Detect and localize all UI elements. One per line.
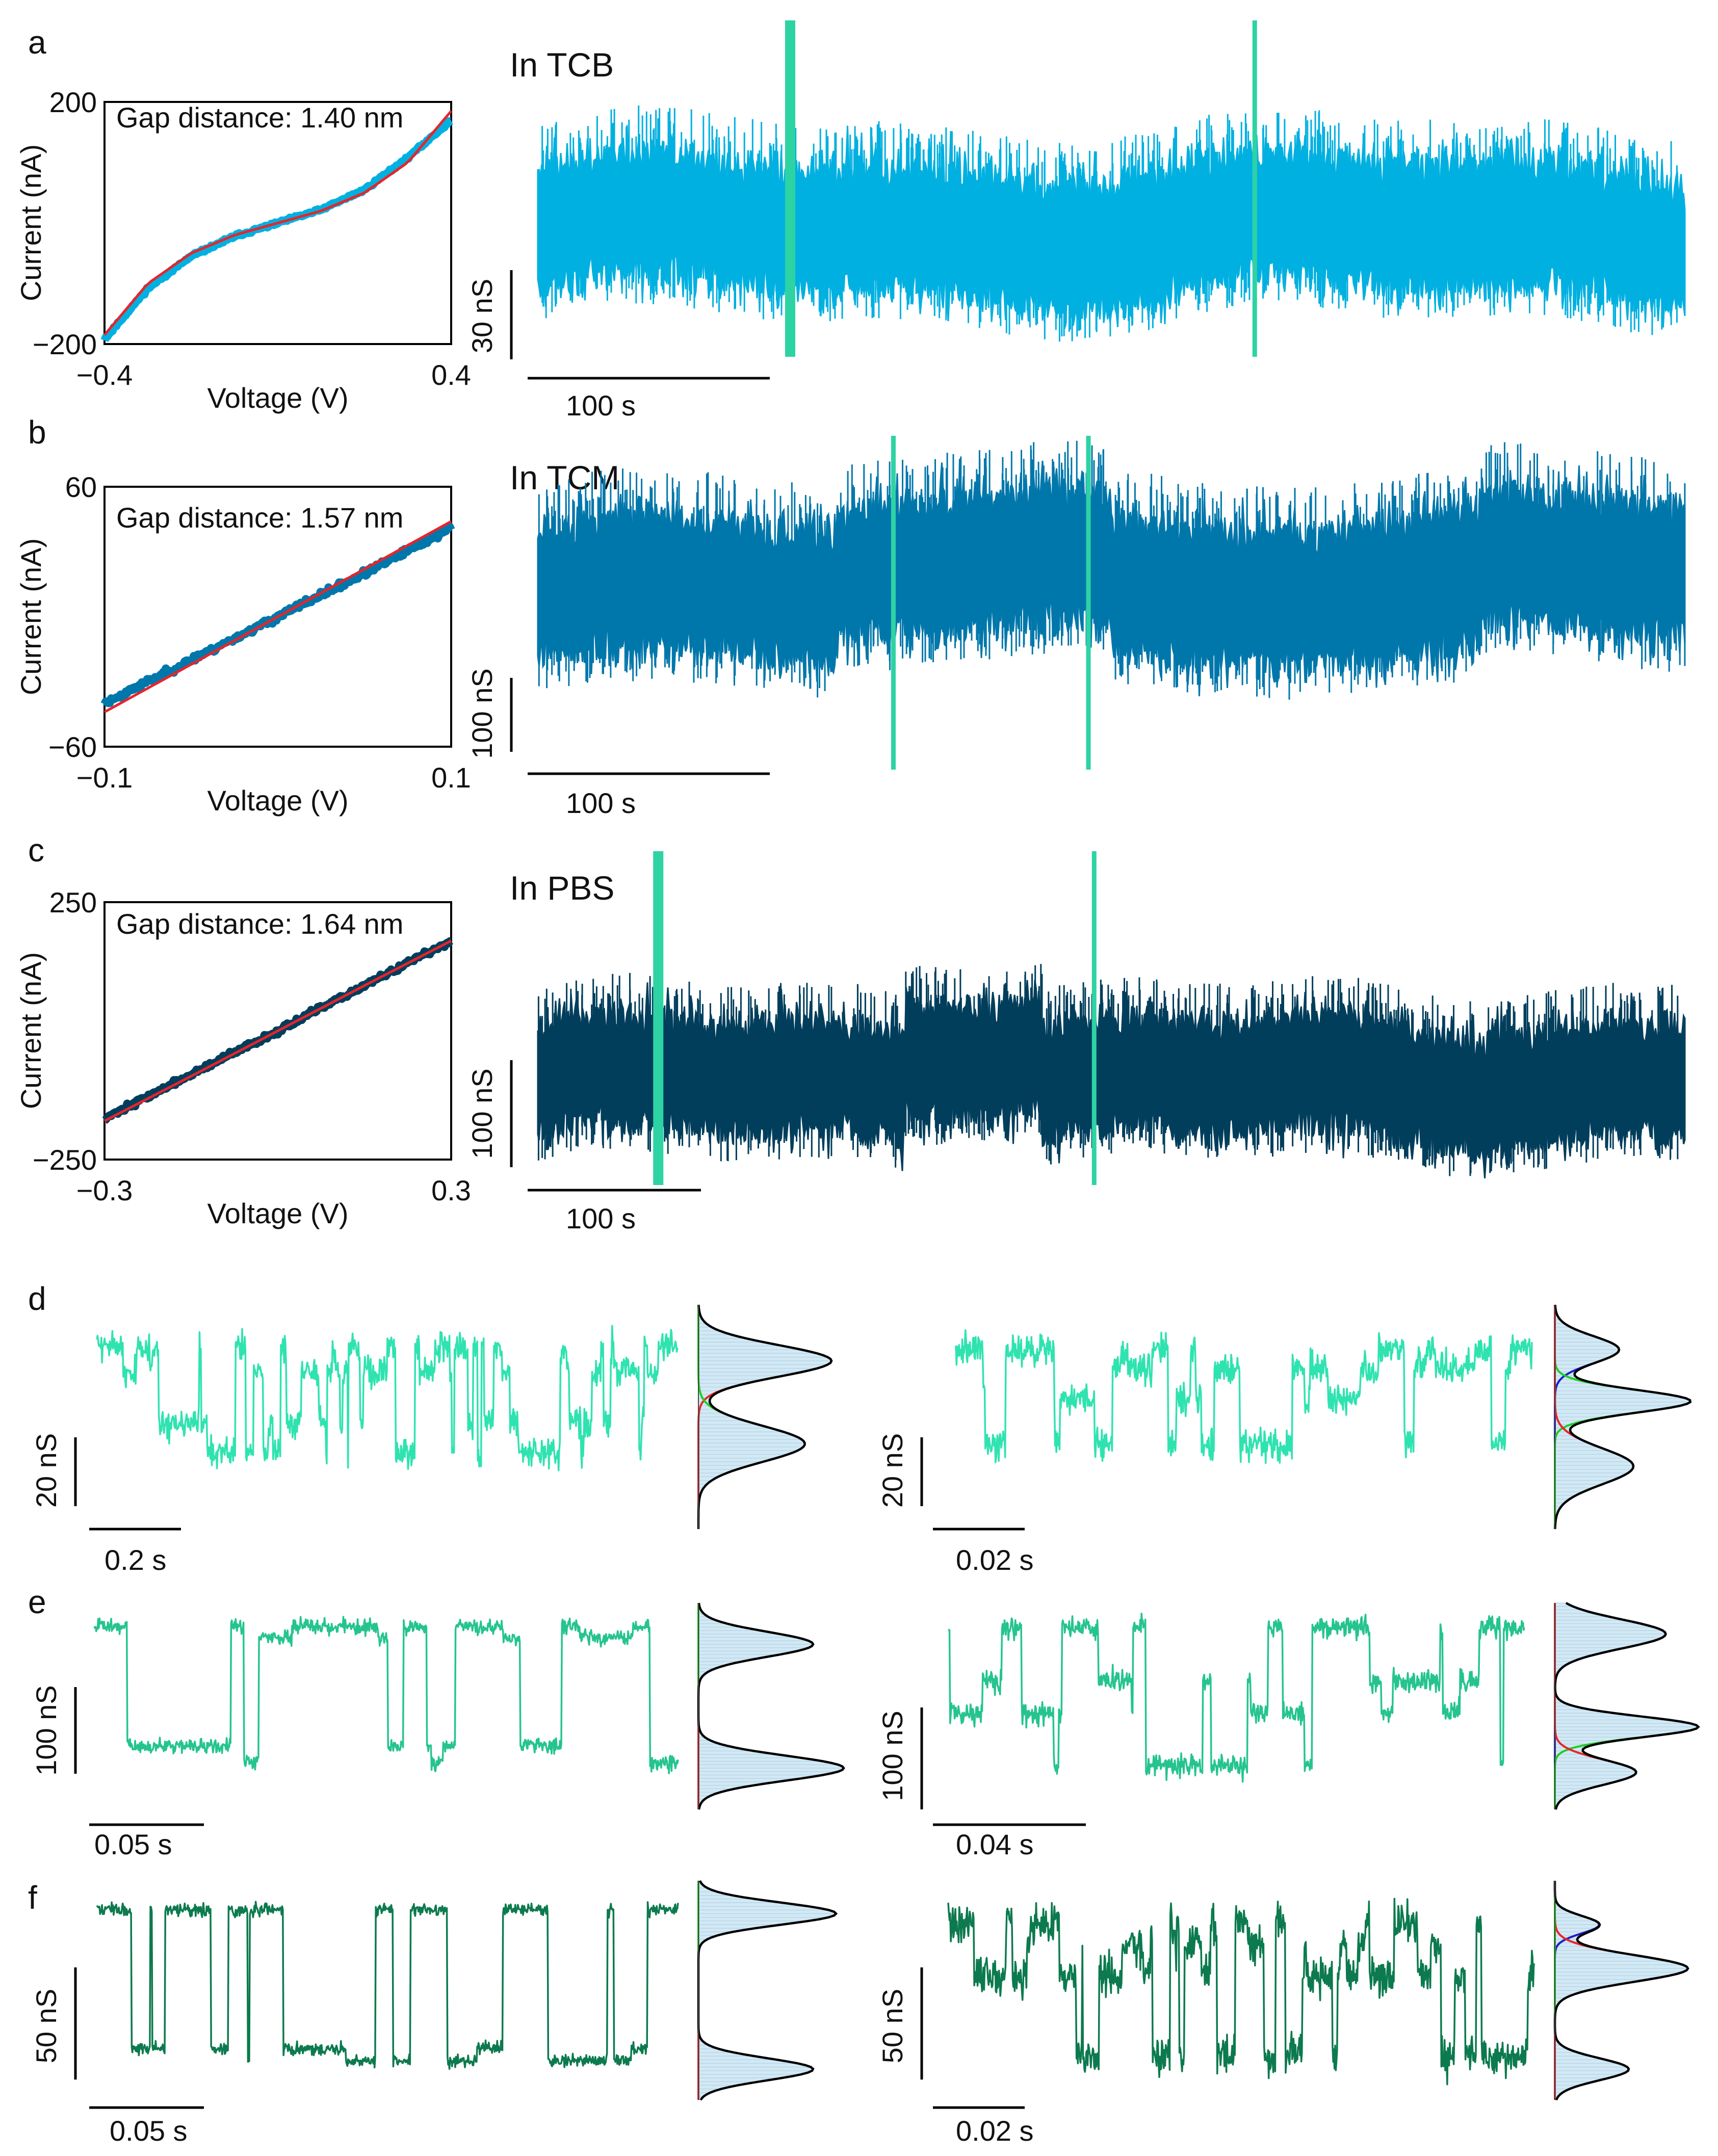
- xlabel-a: Voltage (V): [207, 382, 348, 414]
- subplot-f-right: [920, 1881, 1689, 2109]
- subplot-e-left: [74, 1602, 845, 1826]
- trace-c: [537, 851, 1686, 1185]
- telegraph-trace: [93, 1616, 679, 1775]
- subplot-e-right: [920, 1602, 1700, 1826]
- hscale-label-f-right: 0.02 s: [956, 2115, 1034, 2147]
- vscale-label-c: 100 nS: [466, 1068, 498, 1159]
- telegraph-trace: [96, 1325, 679, 1471]
- ylabel-b: Current (nA): [15, 538, 47, 695]
- panel-f: f 50 nS 0.05 s 50 nS 0.02 s: [28, 1879, 1689, 2147]
- iv-series-measured: [100, 117, 454, 343]
- iv-frame-a: [103, 101, 452, 345]
- vscale-label-e-left: 100 nS: [30, 1685, 62, 1776]
- vscale-label-d-right: 20 nS: [876, 1433, 908, 1508]
- ytick-bottom-b: −60: [48, 731, 97, 763]
- vscale-label-f-left: 50 nS: [30, 1989, 62, 2063]
- vscale-label-b: 100 nS: [466, 668, 498, 759]
- iv-plot-a: Gap distance: 1.40 nm 200 −200 −0.4 0.4 …: [15, 86, 471, 414]
- trace-title-c: In PBS: [510, 869, 614, 907]
- panel-e: e 100 nS 0.05 s 100 nS 0.04 s: [28, 1584, 1700, 1860]
- iv-frame-c: [103, 901, 452, 1161]
- iv-series-fit: [103, 110, 452, 336]
- histogram-total-fit: [1554, 1602, 1700, 1810]
- ytick-bottom-c: −250: [33, 1144, 97, 1176]
- ytick-top-a: 200: [49, 86, 97, 118]
- hscale-label-e-left: 0.05 s: [94, 1828, 172, 1860]
- xtick-right-b: 0.1: [431, 761, 471, 794]
- panel-letter-f: f: [28, 1879, 37, 1916]
- xlabel-c: Voltage (V): [207, 1197, 348, 1229]
- histogram-bins: [698, 1304, 831, 1515]
- panel-b: b Gap distance: 1.57 nm 60 −60 −0.1 0.1 …: [15, 414, 1686, 819]
- trace-title-a: In TCB: [510, 46, 614, 84]
- gap-label-a: Gap distance: 1.40 nm: [116, 101, 403, 134]
- panel-letter-c: c: [28, 832, 44, 869]
- histogram-total-fit: [1554, 1304, 1692, 1530]
- xtick-right-a: 0.4: [431, 359, 471, 391]
- hscale-label-a: 100 s: [566, 389, 636, 422]
- xtick-left-b: −0.1: [76, 761, 133, 794]
- histogram-bins: [698, 1602, 844, 1810]
- vscale-label-d-left: 20 nS: [30, 1433, 62, 1508]
- ytick-bottom-a: −200: [33, 328, 97, 360]
- trace-b: [537, 436, 1686, 770]
- hscale-label-d-right: 0.02 s: [956, 1544, 1034, 1576]
- ylabel-a: Current (nA): [15, 144, 47, 301]
- vscale-label-e-right: 100 nS: [876, 1711, 908, 1801]
- xtick-right-c: 0.3: [431, 1174, 471, 1206]
- trace-spikes: [537, 964, 1679, 1176]
- xtick-left-c: −0.3: [76, 1174, 133, 1206]
- trace-spikes: [541, 106, 1678, 342]
- subplot-d-right: [920, 1304, 1692, 1531]
- vscale-label-f-right: 50 nS: [876, 1989, 908, 2063]
- gap-label-b: Gap distance: 1.57 nm: [116, 502, 403, 534]
- histogram-bins: [698, 1880, 836, 2100]
- telegraph-trace: [96, 1901, 679, 2070]
- gap-label-c: Gap distance: 1.64 nm: [116, 908, 403, 940]
- iv-frame-b: [103, 486, 452, 748]
- iv-series-fit: [103, 939, 452, 1122]
- panel-letter-b: b: [28, 414, 46, 451]
- panel-a: a Gap distance: 1.40 nm 200 −200 −0.4 0.…: [15, 20, 1686, 422]
- panel-letter-e: e: [28, 1584, 46, 1620]
- panel-letter-d: d: [28, 1280, 46, 1317]
- panel-d: d 20 nS 0.2 s 20 nS 0.02 s: [28, 1280, 1692, 1576]
- telegraph-trace: [948, 1612, 1525, 1783]
- vscale-label-a: 30 nS: [466, 279, 498, 353]
- hscale-label-b: 100 s: [566, 787, 636, 819]
- subplot-f-left: [74, 1880, 838, 2109]
- xtick-left-a: −0.4: [76, 359, 133, 391]
- trace-spikes: [538, 440, 1686, 700]
- xlabel-b: Voltage (V): [207, 784, 348, 817]
- iv-series-fit: [103, 520, 452, 714]
- telegraph-trace: [947, 1898, 1535, 2086]
- ytick-top-b: 60: [65, 471, 97, 503]
- hscale-label-f-left: 0.05 s: [110, 2115, 188, 2147]
- hscale-label-e-right: 0.04 s: [956, 1828, 1034, 1860]
- ylabel-c: Current (nA): [15, 952, 47, 1109]
- hscale-label-d-left: 0.2 s: [105, 1544, 166, 1576]
- histogram-total-fit: [697, 1304, 833, 1529]
- telegraph-trace: [955, 1329, 1533, 1464]
- panel-letter-a: a: [28, 24, 46, 61]
- trace-a: [537, 20, 1686, 357]
- iv-plot-b: Gap distance: 1.57 nm 60 −60 −0.1 0.1 Vo…: [15, 471, 471, 817]
- ytick-top-c: 250: [49, 886, 97, 918]
- hscale-label-c: 100 s: [566, 1202, 636, 1234]
- iv-plot-c: Gap distance: 1.64 nm 250 −250 −0.3 0.3 …: [15, 886, 471, 1229]
- subplot-d-left: [74, 1304, 833, 1531]
- histogram-total-fit: [1553, 1881, 1689, 2100]
- panel-c: c Gap distance: 1.64 nm 250 −250 −0.3 0.…: [15, 832, 1686, 1234]
